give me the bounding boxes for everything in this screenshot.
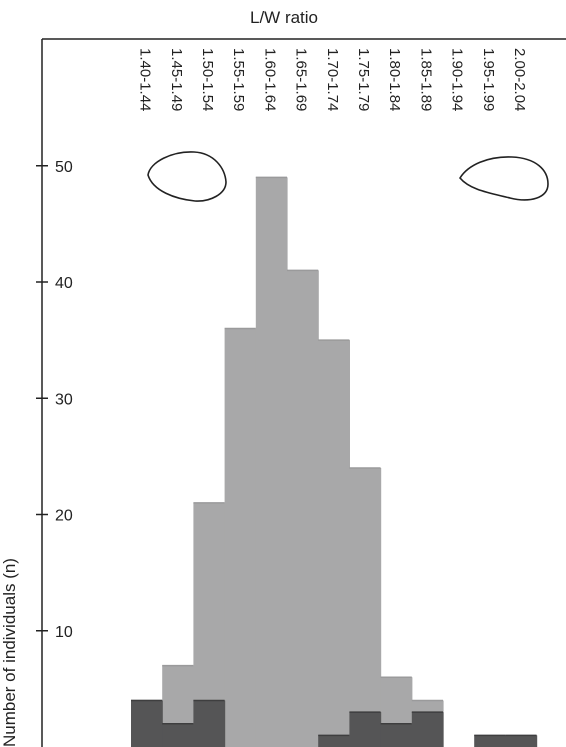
x-label-1.75-1.79: 1.75-1.79	[355, 48, 372, 111]
bars-series-1	[131, 176, 444, 747]
bar-series1-1.60-1.64	[255, 177, 288, 747]
bar-series2-1.45-1.49	[162, 723, 194, 747]
x-label-1.45-1.49: 1.45-1.49	[168, 48, 185, 111]
bar-series2-1.75-1.79	[349, 712, 382, 747]
x-label-1.40-1.44: 1.40-1.44	[137, 48, 154, 111]
y-tick-label-10: 10	[55, 624, 73, 641]
bar-series1-1.65-1.69	[287, 270, 319, 747]
x-label-1.65-1.69: 1.65-1.69	[293, 48, 310, 111]
bar-series2-1.95-1.99	[474, 735, 506, 747]
y-tick-label-30: 30	[55, 391, 73, 408]
bars-series-2	[131, 699, 538, 747]
bar-series2-1.40-1.44	[131, 700, 163, 747]
bar-series1-1.70-1.74	[318, 340, 350, 747]
round-shape-icon	[147, 151, 227, 202]
x-label-1.90-1.94: 1.90-1.94	[449, 48, 466, 111]
bar-series2-1.80-1.84	[380, 723, 413, 747]
y-tick-label-40: 40	[55, 275, 73, 292]
x-label-1.85-1.89: 1.85-1.89	[417, 48, 434, 111]
bar-series2-1.85-1.89	[411, 712, 444, 747]
x-label-1.50-1.54: 1.50-1.54	[199, 48, 216, 111]
bar-series2-1.50-1.54	[193, 700, 226, 747]
x-label-1.70-1.74: 1.70-1.74	[324, 48, 341, 111]
x-tick-labels: 1.40-1.44 1.45-1.49 1.50-1.54 1.55-1.59 1.60…	[137, 48, 528, 111]
x-label-2.00-2.04: 2.00-2.04	[511, 48, 528, 111]
chart-title: L/W ratio	[250, 8, 319, 27]
y-tick-label-50: 50	[55, 159, 73, 176]
bar-series1-1.75-1.79	[349, 468, 382, 747]
bar-series1-1.55-1.59	[224, 328, 257, 747]
x-label-1.80-1.84: 1.80-1.84	[386, 48, 403, 111]
elongated-shape-icon	[459, 156, 549, 201]
bar-series2-2.00-2.04	[505, 735, 538, 747]
axes	[41, 38, 566, 747]
y-tick-label-20: 20	[55, 508, 73, 525]
x-label-1.60-1.64: 1.60-1.64	[261, 48, 278, 111]
x-label-1.95-1.99: 1.95-1.99	[480, 48, 497, 111]
x-label-1.55-1.59: 1.55-1.59	[230, 48, 247, 111]
bar-series2-1.70-1.74	[318, 735, 350, 747]
y-ticks: 10 20 30 40 50	[36, 159, 73, 641]
